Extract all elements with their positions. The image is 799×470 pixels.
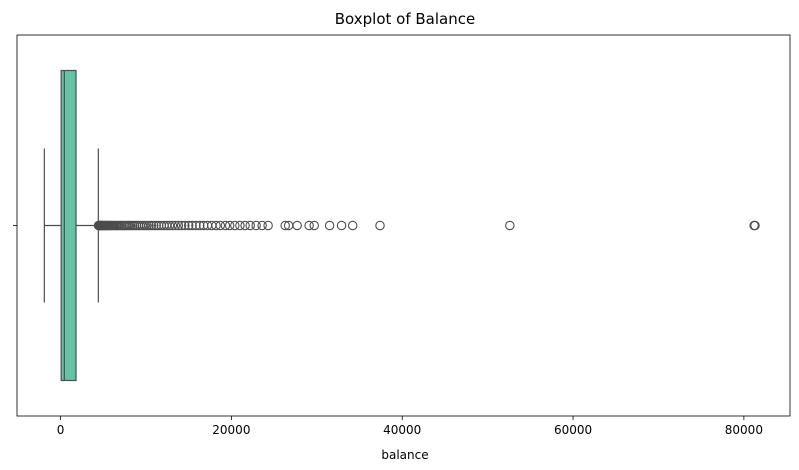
outlier-point [180,220,190,231]
outlier-point [263,220,273,231]
outlier-point [224,220,235,231]
outlier-point [347,220,358,231]
outlier-point [151,220,161,231]
outlier-point [280,220,290,231]
outlier-point [220,220,231,231]
x-axis-label: balance [381,448,428,462]
outlier-point [215,220,226,231]
outlier-point [245,220,255,231]
outlier-point [142,220,152,231]
x-tick-label: 80000 [725,423,763,437]
outlier-point [183,220,194,231]
outlier-point [170,220,181,231]
outlier-point [144,220,154,231]
outlier-point [505,220,515,231]
outlier-point [292,220,302,231]
outlier-point [176,220,187,231]
outlier-point [235,220,245,231]
outlier-point [251,220,261,231]
outlier-point [211,220,221,231]
outlier-point [195,220,205,231]
outlier-point [191,220,201,231]
x-tick-label: 0 [57,423,65,437]
outlier-point [324,220,335,231]
outlier-point [164,220,175,231]
outlier-point [304,220,314,231]
outlier-point [167,220,178,231]
x-tick-label: 40000 [383,423,421,437]
iqr-box [60,69,77,382]
outlier-point [240,220,250,231]
x-tick-label: 20000 [212,423,250,437]
outlier-point [336,220,347,231]
outlier-point [187,220,197,231]
outlier-point [375,220,385,231]
outlier-point [230,220,240,231]
outlier-point [146,220,157,231]
chart-title: Boxplot of Balance [335,10,475,28]
outlier-point [148,220,159,231]
plot-area: 0 20000 40000 60000 80000 [13,34,791,437]
outlier-point [309,220,319,231]
x-tick-label: 60000 [554,423,592,437]
outlier-point [257,220,267,231]
outlier-point [750,220,760,231]
outlier-point [173,220,184,231]
plot-frame [16,34,791,417]
